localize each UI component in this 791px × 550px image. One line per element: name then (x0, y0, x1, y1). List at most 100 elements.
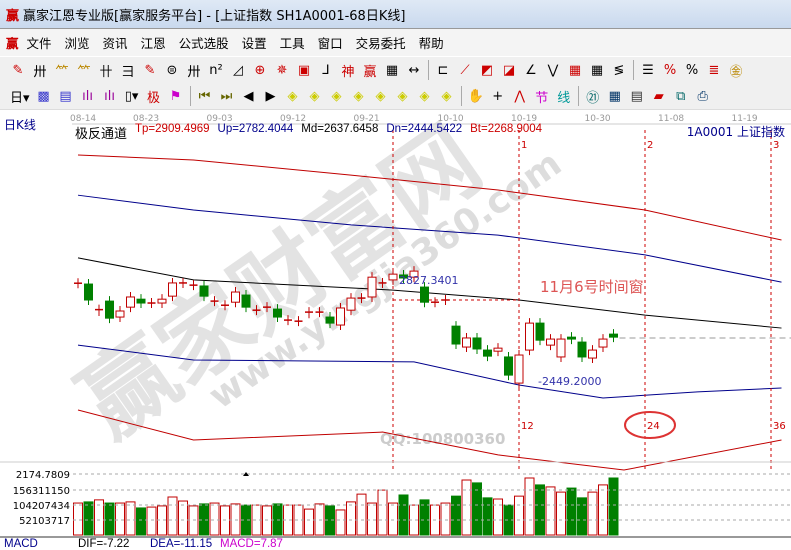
diamond-a-icon[interactable]: ◈ (419, 88, 430, 104)
period-dropdown[interactable]: 日▾ (10, 90, 30, 106)
menu-9[interactable]: 帮助 (418, 36, 444, 51)
percent-icon[interactable]: % (685, 62, 699, 78)
fan-icon[interactable]: ⟋ (460, 62, 470, 78)
fan-box-icon[interactable]: ◩ (480, 62, 494, 78)
crosshair-icon[interactable]: + (492, 88, 504, 104)
calculator-icon[interactable]: ▦ (608, 88, 621, 104)
toolbar-separator (428, 60, 429, 80)
gold-split2-icon[interactable]: ⺮ (77, 64, 91, 80)
percent-red-icon[interactable]: % (663, 62, 677, 78)
diamond-up-icon[interactable]: ◈ (397, 88, 408, 104)
box-icon[interactable]: ▣ (297, 62, 311, 78)
menu-8[interactable]: 交易委托 (355, 36, 406, 51)
zigzag-icon[interactable]: ⋀ (514, 88, 526, 104)
v-icon[interactable]: ⋁ (547, 62, 559, 78)
candle-dropdown[interactable]: ▯▾ (124, 88, 139, 104)
flag-icon[interactable]: ⚑ (169, 88, 182, 104)
volume-bar (125, 501, 136, 536)
diamond-star-icon[interactable]: ◈ (375, 88, 386, 104)
volume-bar (167, 496, 178, 536)
marker-triangle-icon (243, 472, 249, 476)
square-icon[interactable]: n² (209, 62, 223, 78)
volume-bar (482, 497, 493, 536)
menu-4[interactable]: 公式选股 (178, 36, 229, 51)
matrix2-icon[interactable]: ▦ (590, 62, 604, 78)
circle-grid-icon[interactable]: ⊜ (166, 62, 178, 78)
candle-body (115, 310, 125, 318)
volume-bar (304, 508, 314, 536)
list-icon[interactable]: ☰ (642, 62, 654, 78)
candle-body (451, 325, 461, 345)
hand-icon[interactable]: ✋ (467, 88, 484, 104)
ruler-pen-icon[interactable]: ✎ (144, 62, 156, 78)
candle-body (525, 322, 534, 351)
chart-canvas[interactable]: 08-14 08-23 09-03 09-12 09-21 10-10 10-19 10-30… (0, 110, 791, 550)
time-window-count: 3 (773, 140, 779, 151)
volume-bar (115, 502, 125, 536)
menu-bar: 赢文件 浏览 资讯 江恩 公式选股 设置 工具 窗口 交易委托 帮助 (0, 28, 791, 56)
window-icon[interactable]: ▩ (37, 88, 50, 104)
network-icon[interactable]: ⧉ (676, 88, 686, 104)
notes-icon[interactable]: ▤ (630, 88, 643, 104)
date-tick: 11-08 (658, 114, 684, 124)
menu-logo[interactable]: 赢 (6, 36, 19, 51)
gold-split-icon[interactable]: ⺮ (55, 64, 69, 80)
target-icon[interactable]: ⊕ (254, 62, 266, 78)
kline-chart[interactable]: 08-14 08-23 09-03 09-12 09-21 10-10 10-19 10-30… (0, 110, 791, 550)
cycle-icon[interactable]: 彐 (121, 64, 135, 80)
first-icon[interactable]: ⏮ (198, 88, 211, 104)
candle-body (472, 337, 482, 350)
bracket-icon[interactable]: ⊏ (437, 62, 449, 78)
matrix-icon[interactable]: ▦ (568, 62, 582, 78)
menu-3[interactable]: 江恩 (140, 36, 166, 51)
list-box-icon[interactable]: ▤ (59, 88, 72, 104)
fan-box2-icon[interactable]: ◪ (502, 62, 516, 78)
bars3-icon[interactable]: ılı (82, 88, 93, 104)
god-icon[interactable]: 神 (341, 64, 355, 80)
span-icon[interactable]: ↔ (408, 62, 420, 78)
prev-icon[interactable]: ◀ (243, 88, 254, 104)
star-icon[interactable]: ✵ (276, 62, 288, 78)
pen-icon[interactable]: ✎ (12, 62, 24, 78)
line-mode-icon[interactable]: 线 (557, 90, 571, 106)
menu-2[interactable]: 资讯 (102, 36, 128, 51)
bars9-icon[interactable]: ılı (104, 88, 115, 104)
menu-5[interactable]: 设置 (241, 36, 267, 51)
grid2-icon[interactable]: 卅 (187, 64, 201, 80)
grid-icon[interactable]: 卅 (33, 64, 47, 80)
candle-body (84, 283, 93, 301)
gold-coin-icon[interactable]: ㊎ (729, 64, 743, 80)
percent-lines-icon[interactable]: ≣ (708, 62, 720, 78)
save-icon[interactable]: ▰ (653, 88, 664, 104)
menu-7[interactable]: 窗口 (317, 36, 343, 51)
next-icon[interactable]: ▶ (265, 88, 276, 104)
calendar-grid-icon[interactable]: ▦ (385, 62, 399, 78)
diamond-right-icon[interactable]: ◈ (309, 88, 320, 104)
win-icon[interactable]: 赢 (363, 64, 377, 80)
macd-name[interactable]: MACD (4, 538, 38, 550)
angle-icon[interactable]: ∠ (525, 62, 537, 78)
diamond-b-icon[interactable]: ◈ (441, 88, 452, 104)
candle-body (367, 276, 377, 298)
md-value: Md=2637.6458 (301, 123, 379, 135)
last-icon[interactable]: ⏭ (220, 88, 233, 104)
line-icon[interactable]: ⅃ (322, 62, 330, 78)
diamond-x-icon[interactable]: ◈ (353, 88, 364, 104)
toolbar-separator (633, 60, 634, 80)
fib-icon[interactable]: 卄 (99, 64, 113, 80)
menu-0[interactable]: 文件 (26, 36, 52, 51)
diamond-h-icon[interactable]: ◈ (331, 88, 342, 104)
menu-6[interactable]: 工具 (279, 36, 305, 51)
volume-bar (377, 489, 388, 536)
extreme-icon[interactable]: 极 (147, 90, 161, 106)
menu-1[interactable]: 浏览 (64, 36, 90, 51)
printer-icon[interactable]: ⎙ (697, 88, 708, 104)
candle-body (157, 298, 167, 304)
diamond-left-icon[interactable]: ◈ (287, 88, 298, 104)
festival-icon[interactable]: 节 (535, 90, 549, 106)
candle-body (126, 296, 135, 308)
parallel-icon[interactable]: ≶ (613, 62, 625, 78)
calendar-icon[interactable]: ㉑ (586, 90, 600, 106)
candle-body (609, 333, 618, 338)
triangle-icon[interactable]: ◿ (233, 62, 243, 78)
